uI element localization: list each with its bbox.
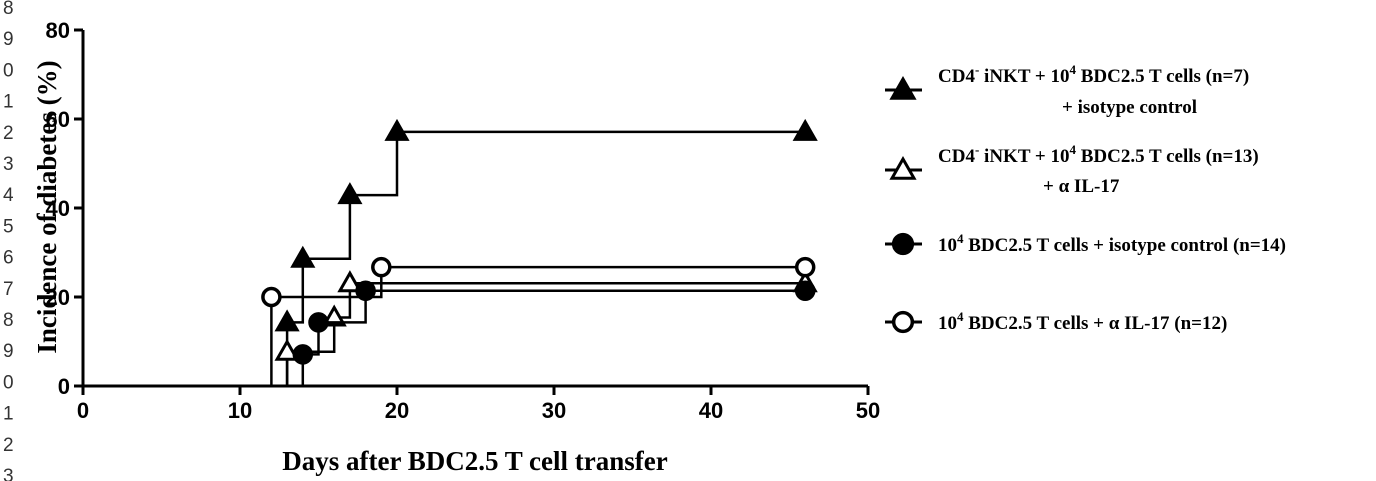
legend-marker bbox=[891, 232, 915, 256]
margin-line-number: 1 bbox=[3, 404, 14, 425]
y-tick-label: 20 bbox=[46, 285, 70, 310]
data-point bbox=[384, 118, 410, 141]
data-point bbox=[292, 344, 314, 365]
margin-line-number: 4 bbox=[3, 185, 14, 206]
legend-entry-1: CD4- iNKT + 104 BDC2.5 T cells (n=7) + is… bbox=[885, 62, 1249, 118]
margin-line-number: 2 bbox=[3, 435, 14, 456]
data-point bbox=[355, 280, 376, 302]
margin-line-number: 3 bbox=[3, 154, 14, 175]
margin-line-number: 5 bbox=[3, 216, 14, 237]
legend-label: 104 BDC2.5 T cells + isotype control (n=… bbox=[938, 231, 1286, 256]
y-tick-label: 80 bbox=[46, 18, 70, 43]
y-axis-title: Incidence of diabetes (%) bbox=[32, 60, 62, 353]
x-tick-label: 50 bbox=[856, 398, 880, 423]
series-line bbox=[83, 130, 806, 388]
data-point bbox=[794, 256, 816, 278]
data-point bbox=[321, 304, 347, 327]
series-1 bbox=[83, 118, 818, 388]
x-axis-title: Days after BDC2.5 T cell transfer bbox=[282, 446, 667, 476]
data-point bbox=[261, 286, 282, 308]
axes: 0 10 20 30 40 50 0 20 40 60 80 bbox=[46, 18, 881, 423]
legend-label: CD4- iNKT + 104 BDC2.5 T cells (n=7) bbox=[938, 62, 1249, 87]
legend: CD4- iNKT + 104 BDC2.5 T cells (n=7) + is… bbox=[885, 62, 1286, 334]
margin-line-number: 0 bbox=[3, 60, 14, 81]
y-tick-label: 40 bbox=[46, 196, 70, 221]
legend-entry-4: 104 BDC2.5 T cells + α IL-17 (n=12) bbox=[885, 309, 1227, 334]
legend-marker bbox=[889, 155, 917, 180]
legend-label-line2: + isotype control bbox=[1062, 97, 1197, 118]
data-point bbox=[337, 270, 363, 293]
data-point bbox=[371, 256, 392, 278]
margin-line-number: 6 bbox=[3, 248, 14, 269]
margin-line-number: 7 bbox=[3, 279, 14, 300]
x-tick-label: 40 bbox=[699, 398, 723, 423]
margin-line-number: 2 bbox=[3, 123, 14, 144]
x-tick-label: 20 bbox=[385, 398, 409, 423]
series-3 bbox=[83, 280, 816, 388]
y-tick-label: 0 bbox=[58, 374, 70, 399]
data-point bbox=[792, 118, 818, 141]
series-line bbox=[83, 265, 806, 388]
margin-line-number: 3 bbox=[3, 466, 14, 481]
margin-line-number: 1 bbox=[3, 92, 14, 113]
data-point bbox=[308, 312, 329, 333]
x-tick-label: 0 bbox=[77, 398, 89, 423]
legend-label: 104 BDC2.5 T cells + α IL-17 (n=12) bbox=[938, 309, 1227, 334]
legend-marker bbox=[889, 75, 917, 100]
legend-label: CD4- iNKT + 104 BDC2.5 T cells (n=13) bbox=[938, 142, 1259, 167]
left-margin-line-numbers: 8 9 0 1 2 3 4 5 6 7 8 9 0 1 2 3 bbox=[3, 0, 14, 481]
margin-line-number: 0 bbox=[3, 372, 14, 393]
y-tick-label: 60 bbox=[46, 107, 70, 132]
series-line bbox=[83, 281, 806, 388]
x-tick-label: 10 bbox=[228, 398, 252, 423]
series-4 bbox=[83, 256, 816, 388]
data-point bbox=[274, 338, 300, 361]
data-point bbox=[794, 280, 816, 302]
x-tick-label: 30 bbox=[542, 398, 566, 423]
margin-line-number: 8 bbox=[3, 310, 14, 331]
series-line bbox=[83, 289, 806, 388]
legend-entry-2: CD4- iNKT + 104 BDC2.5 T cells (n=13) + α… bbox=[885, 142, 1259, 197]
data-point bbox=[274, 309, 300, 332]
plot-area bbox=[83, 118, 818, 388]
margin-line-number: 9 bbox=[3, 341, 14, 362]
data-point bbox=[290, 245, 316, 268]
legend-entry-3: 104 BDC2.5 T cells + isotype control (n=… bbox=[885, 231, 1286, 256]
legend-marker bbox=[891, 310, 915, 334]
margin-line-number: 8 bbox=[3, 0, 14, 19]
legend-label-line2: + α IL-17 bbox=[1043, 176, 1120, 197]
margin-line-number: 9 bbox=[3, 29, 14, 50]
data-point bbox=[337, 182, 363, 205]
